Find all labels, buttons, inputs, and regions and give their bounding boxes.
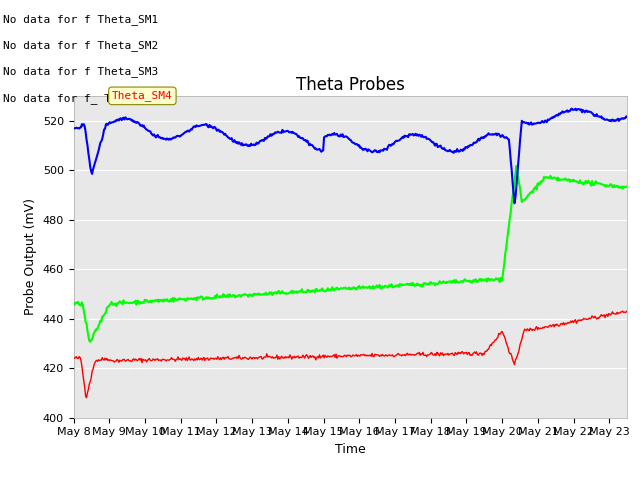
Text: No data for f_ Theta_SM4: No data for f_ Theta_SM4 (3, 93, 165, 104)
X-axis label: Time: Time (335, 443, 366, 456)
Y-axis label: Probe Output (mV): Probe Output (mV) (24, 198, 37, 315)
Text: No data for f Theta_SM1: No data for f Theta_SM1 (3, 13, 159, 24)
Text: No data for f Theta_SM2: No data for f Theta_SM2 (3, 40, 159, 51)
Text: Theta_SM4: Theta_SM4 (112, 90, 173, 101)
Legend: Theta_P1, Theta_P2, Theta_P3: Theta_P1, Theta_P2, Theta_P3 (188, 479, 513, 480)
Title: Theta Probes: Theta Probes (296, 76, 405, 95)
Text: No data for f Theta_SM3: No data for f Theta_SM3 (3, 66, 159, 77)
